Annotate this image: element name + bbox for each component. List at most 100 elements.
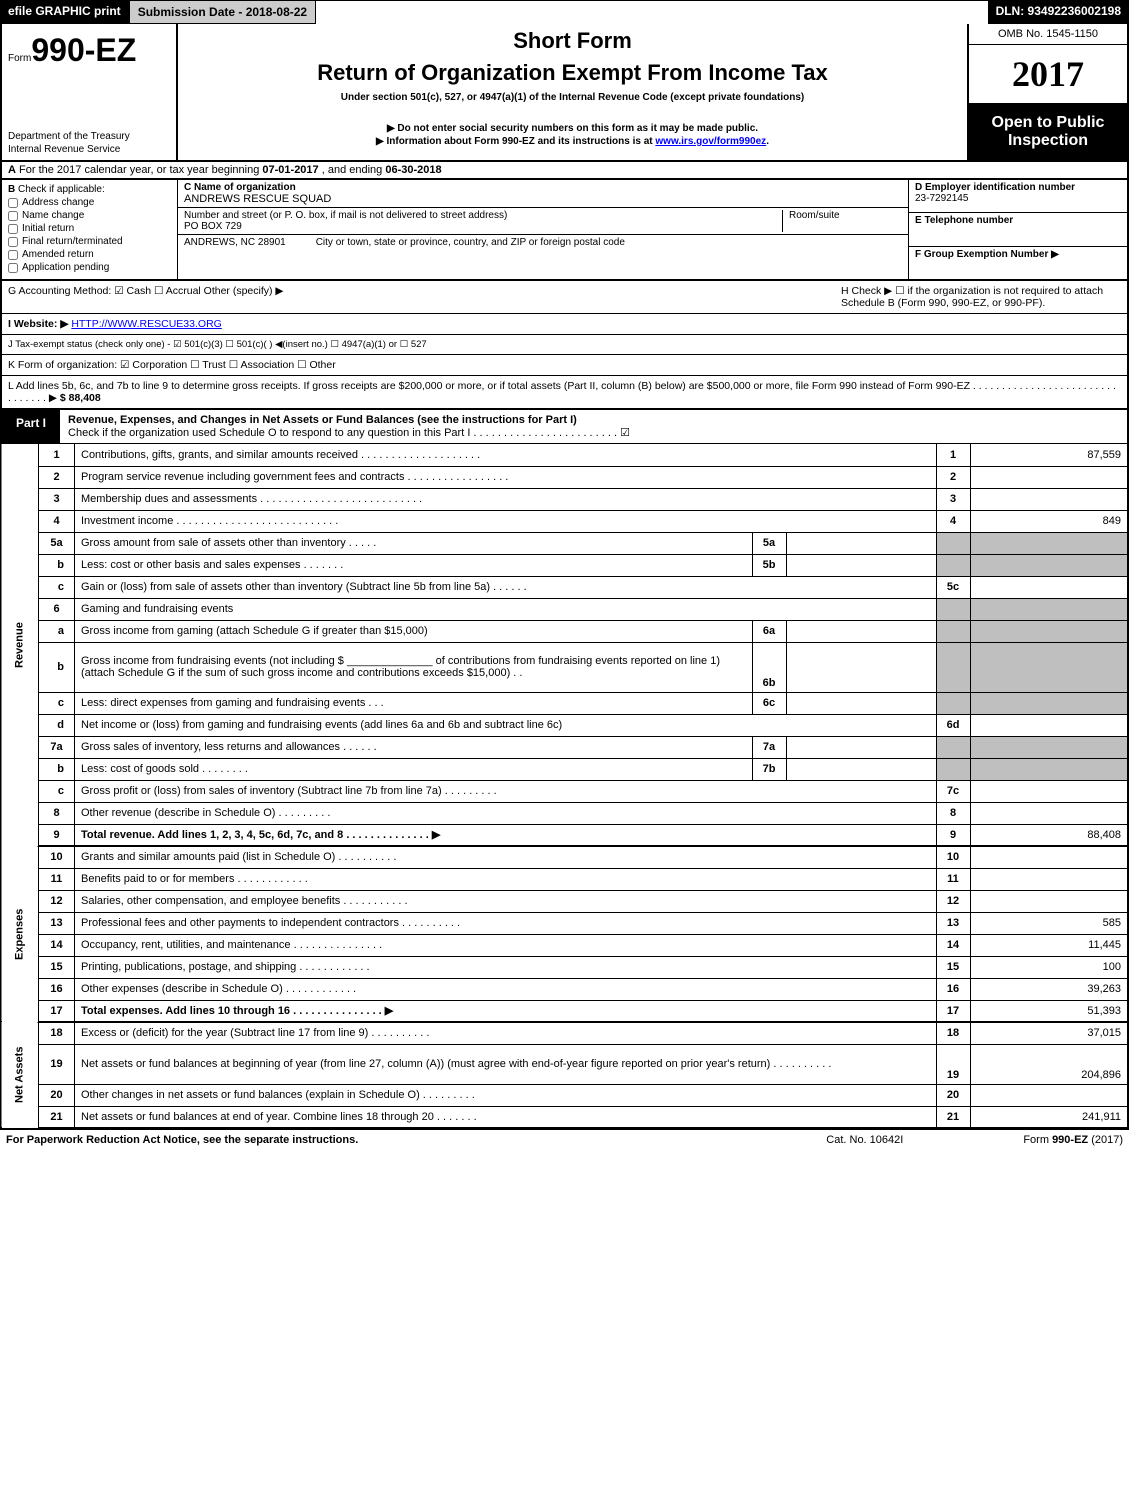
line-5b-value: [786, 554, 936, 576]
phone-label: E Telephone number: [915, 215, 1013, 226]
row-g-h: G Accounting Method: ☑ Cash ☐ Accrual Ot…: [0, 281, 1129, 314]
line-5c-desc: Gain or (loss) from sale of assets other…: [75, 576, 937, 598]
line-13-desc: Professional fees and other payments to …: [75, 912, 937, 934]
org-name: ANDREWS RESCUE SQUAD: [184, 193, 331, 205]
expenses-side-label: Expenses: [1, 846, 39, 1022]
accounting-method: G Accounting Method: ☑ Cash ☐ Accrual Ot…: [8, 285, 841, 309]
line-6a-value: [786, 620, 936, 642]
line-4-value: 849: [970, 510, 1128, 532]
website-link[interactable]: HTTP://WWW.RESCUE33.ORG: [71, 318, 222, 330]
line-18-desc: Excess or (deficit) for the year (Subtra…: [75, 1022, 937, 1044]
row-i-website: I Website: ▶ HTTP://WWW.RESCUE33.ORG: [0, 314, 1129, 335]
line-15-desc: Printing, publications, postage, and shi…: [75, 956, 937, 978]
col-c-org-info: C Name of organization ANDREWS RESCUE SQ…: [178, 180, 909, 279]
line-12-value: [970, 890, 1128, 912]
form-title-short: Short Form: [178, 28, 967, 54]
form-header: Form 990-EZ Department of the Treasury I…: [0, 24, 1129, 162]
line-12-desc: Salaries, other compensation, and employ…: [75, 890, 937, 912]
tax-year: 2017: [969, 45, 1127, 104]
line-6d-value: [970, 714, 1128, 736]
line-16-desc: Other expenses (describe in Schedule O) …: [75, 978, 937, 1000]
cb-amended-return[interactable]: [8, 250, 18, 260]
org-name-label: C Name of organization: [184, 182, 296, 193]
line-8-value: [970, 802, 1128, 824]
row-a-tax-year: A For the 2017 calendar year, or tax yea…: [0, 162, 1129, 180]
ein-value: 23-7292145: [915, 193, 1121, 204]
line-10-value: [970, 846, 1128, 868]
row-l-gross-receipts: L Add lines 5b, 6c, and 7b to line 9 to …: [0, 376, 1129, 410]
instructions-link[interactable]: www.irs.gov/form990ez: [655, 136, 766, 147]
section-b-through-f: B Check if applicable: Address change Na…: [0, 180, 1129, 281]
line-20-desc: Other changes in net assets or fund bala…: [75, 1084, 937, 1106]
line-1-desc: Contributions, gifts, grants, and simila…: [75, 444, 937, 466]
line-5a-value: [786, 532, 936, 554]
line-17-value: 51,393: [970, 1000, 1128, 1022]
gross-receipts-amount: $ 88,408: [60, 392, 101, 404]
instructions-link-row: ▶ Information about Form 990-EZ and its …: [178, 136, 967, 147]
catalog-number: Cat. No. 10642I: [826, 1134, 903, 1146]
part-i-check: Check if the organization used Schedule …: [68, 427, 630, 439]
form-number: Form 990-EZ: [2, 24, 176, 77]
line-8-desc: Other revenue (describe in Schedule O) .…: [75, 802, 937, 824]
line-7c-value: [970, 780, 1128, 802]
ein-label: D Employer identification number: [915, 182, 1075, 193]
row-j-tax-exempt: J Tax-exempt status (check only one) - ☑…: [0, 335, 1129, 355]
revenue-side-label: Revenue: [1, 444, 39, 846]
line-5b-desc: Less: cost or other basis and sales expe…: [75, 554, 753, 576]
form-title-long: Return of Organization Exempt From Incom…: [178, 60, 967, 86]
form-subtitle: Under section 501(c), 527, or 4947(a)(1)…: [178, 92, 967, 103]
line-2-desc: Program service revenue including govern…: [75, 466, 937, 488]
line-11-desc: Benefits paid to or for members . . . . …: [75, 868, 937, 890]
line-10-desc: Grants and similar amounts paid (list in…: [75, 846, 937, 868]
group-exemption-label: F Group Exemption Number ▶: [915, 249, 1059, 260]
line-14-value: 11,445: [970, 934, 1128, 956]
top-bar: efile GRAPHIC print Submission Date - 20…: [0, 0, 1129, 24]
cb-initial-return[interactable]: [8, 224, 18, 234]
page-footer: For Paperwork Reduction Act Notice, see …: [0, 1129, 1129, 1150]
cb-name-change[interactable]: [8, 211, 18, 221]
cb-address-change[interactable]: [8, 198, 18, 208]
line-14-desc: Occupancy, rent, utilities, and maintena…: [75, 934, 937, 956]
line-15-value: 100: [970, 956, 1128, 978]
main-table: Revenue 1 Contributions, gifts, grants, …: [0, 444, 1129, 1129]
line-13-value: 585: [970, 912, 1128, 934]
line-16-value: 39,263: [970, 978, 1128, 1000]
line-9-value: 88,408: [970, 824, 1128, 846]
line-7b-desc: Less: cost of goods sold . . . . . . . .: [75, 758, 753, 780]
dln-label: DLN: 93492236002198: [988, 0, 1129, 24]
line-6d-desc: Net income or (loss) from gaming and fun…: [75, 714, 937, 736]
line-7b-value: [786, 758, 936, 780]
omb-number: OMB No. 1545-1150: [969, 24, 1127, 45]
line-5c-value: [970, 576, 1128, 598]
cb-final-return[interactable]: [8, 237, 18, 247]
line-3-desc: Membership dues and assessments . . . . …: [75, 488, 937, 510]
line-6c-desc: Less: direct expenses from gaming and fu…: [75, 692, 753, 714]
part-i-label: Part I: [2, 410, 60, 443]
open-to-public: Open to Public Inspection: [969, 104, 1127, 160]
line-5a-desc: Gross amount from sale of assets other t…: [75, 532, 753, 554]
line-19-desc: Net assets or fund balances at beginning…: [75, 1044, 937, 1084]
line-6a-desc: Gross income from gaming (attach Schedul…: [75, 620, 753, 642]
line-7a-desc: Gross sales of inventory, less returns a…: [75, 736, 753, 758]
line-18-value: 37,015: [970, 1022, 1128, 1044]
room-suite-label: Room/suite: [782, 210, 902, 232]
line-19-value: 204,896: [970, 1044, 1128, 1084]
street-label: Number and street (or P. O. box, if mail…: [184, 210, 782, 221]
city-label: City or town, state or province, country…: [316, 237, 625, 248]
street-value: PO BOX 729: [184, 221, 782, 232]
line-6b-value: [786, 642, 936, 692]
schedule-b-check: H Check ▶ ☐ if the organization is not r…: [841, 285, 1121, 309]
line-1-value: 87,559: [970, 444, 1128, 466]
line-6b-desc: Gross income from fundraising events (no…: [75, 642, 753, 692]
part-i-header: Part I Revenue, Expenses, and Changes in…: [0, 410, 1129, 444]
line-6c-value: [786, 692, 936, 714]
line-4-desc: Investment income . . . . . . . . . . . …: [75, 510, 937, 532]
city-value: ANDREWS, NC 28901: [184, 237, 286, 248]
cb-application-pending[interactable]: [8, 263, 18, 273]
row-k-org-form: K Form of organization: ☑ Corporation ☐ …: [0, 355, 1129, 376]
line-6-desc: Gaming and fundraising events: [75, 598, 937, 620]
part-i-title: Revenue, Expenses, and Changes in Net As…: [68, 414, 577, 426]
line-3-value: [970, 488, 1128, 510]
line-9-desc: Total revenue. Add lines 1, 2, 3, 4, 5c,…: [75, 824, 937, 846]
col-b-checkboxes: B Check if applicable: Address change Na…: [2, 180, 178, 279]
